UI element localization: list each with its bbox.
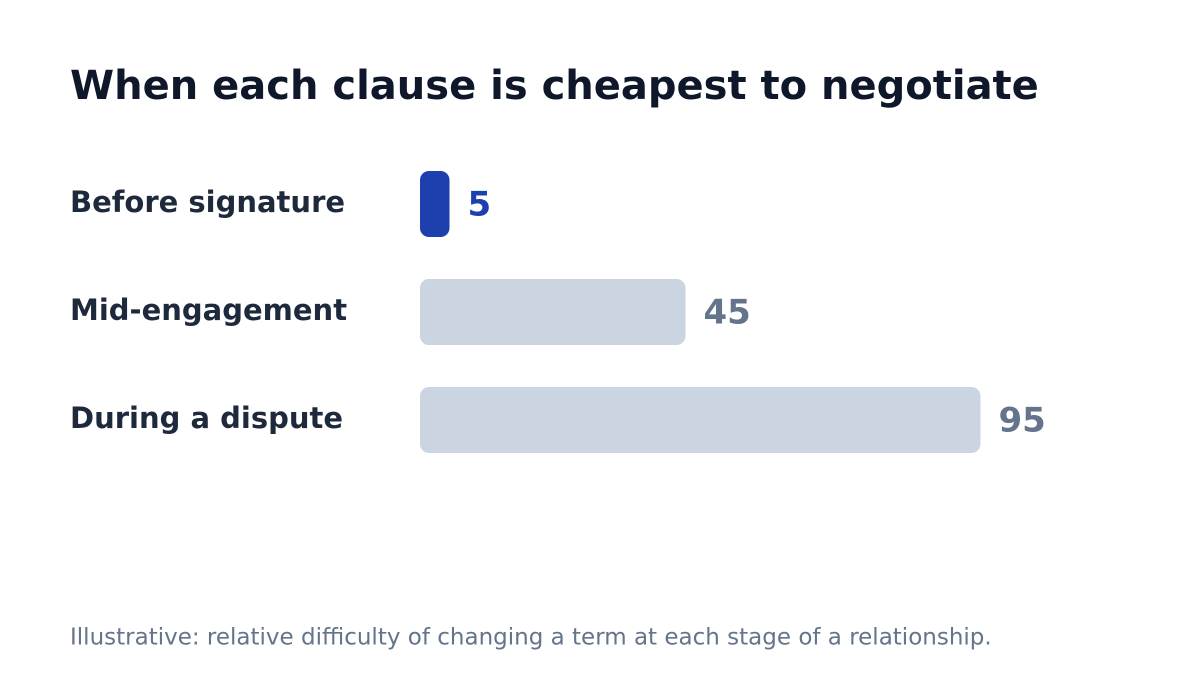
value-label: 95 xyxy=(999,401,1046,441)
bar xyxy=(420,279,686,345)
category-label: Mid-engagement xyxy=(70,293,347,327)
footnote: Illustrative: relative difficulty of cha… xyxy=(70,625,992,651)
bar xyxy=(420,387,981,453)
value-label: 5 xyxy=(468,185,492,225)
category-label: During a dispute xyxy=(70,401,343,435)
value-label: 45 xyxy=(704,293,751,333)
bar xyxy=(420,171,450,237)
category-label: Before signature xyxy=(70,185,345,219)
chart-title: When each clause is cheapest to negotiat… xyxy=(70,63,1039,109)
